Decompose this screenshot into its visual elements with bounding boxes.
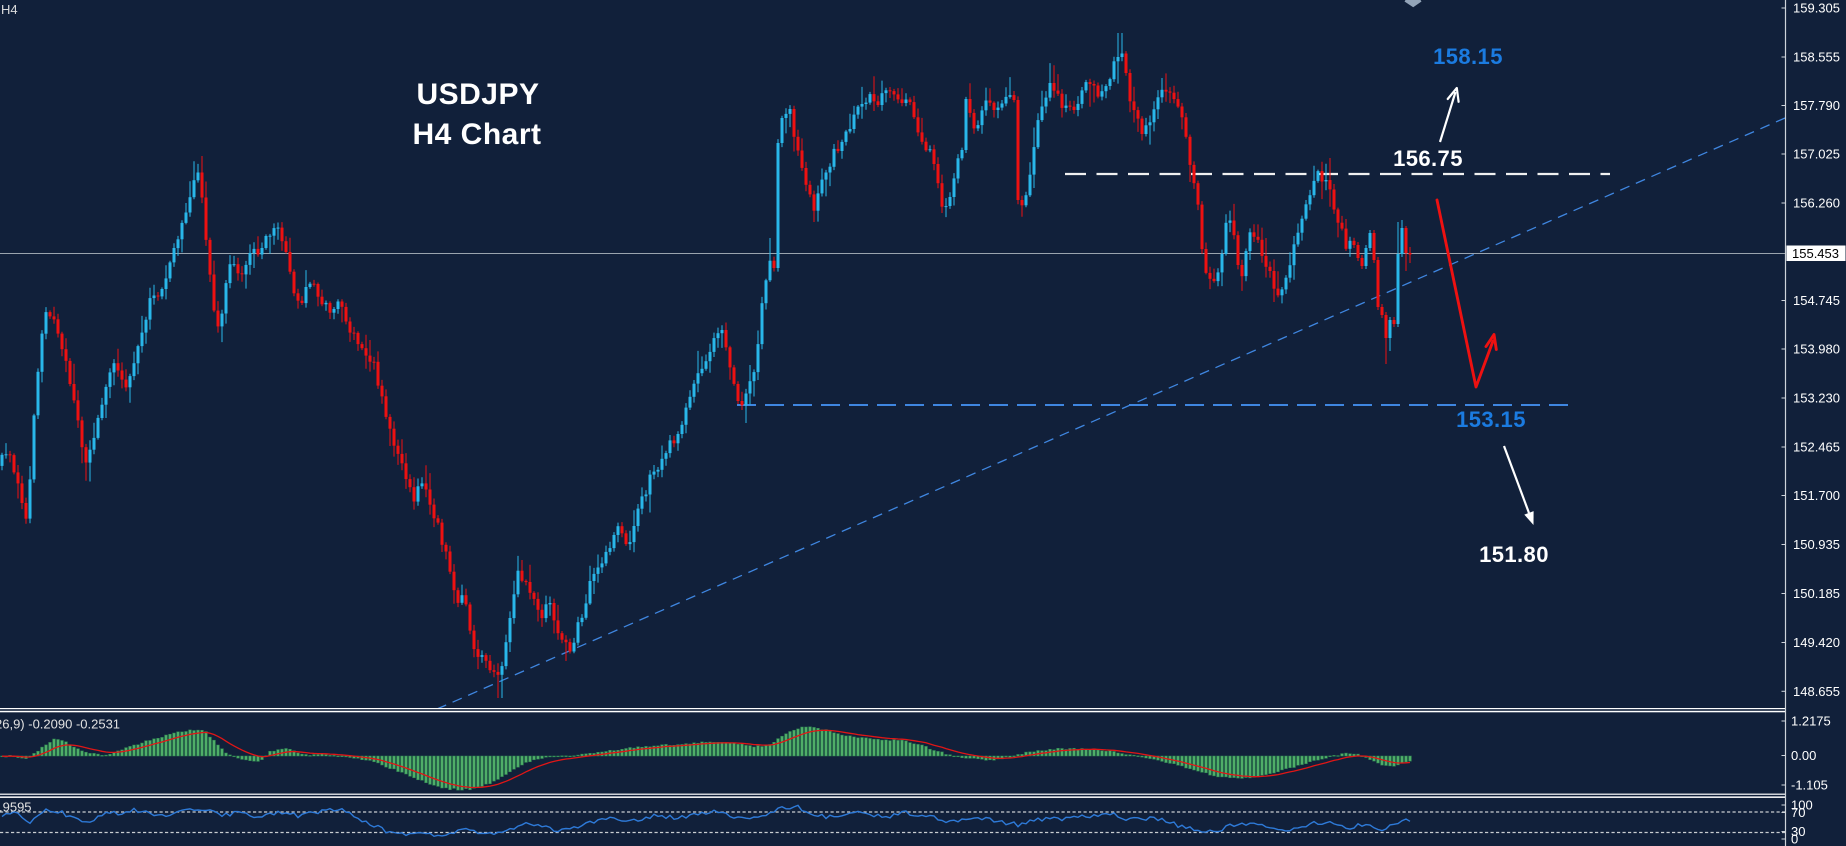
- svg-text:158.15: 158.15: [1433, 44, 1503, 69]
- svg-text:30: 30: [1791, 824, 1805, 839]
- svg-text:153.980: 153.980: [1793, 342, 1840, 357]
- svg-text:149.420: 149.420: [1793, 635, 1840, 650]
- svg-text:151.700: 151.700: [1793, 488, 1840, 503]
- svg-text:155.453: 155.453: [1792, 246, 1839, 261]
- svg-text:150.935: 150.935: [1793, 537, 1840, 552]
- svg-text:153.230: 153.230: [1793, 391, 1840, 406]
- svg-text:100: 100: [1791, 798, 1813, 813]
- svg-text:.9595: .9595: [0, 800, 32, 815]
- svg-text:26,9) -0.2090 -0.2531: 26,9) -0.2090 -0.2531: [0, 717, 120, 732]
- svg-text:148.655: 148.655: [1793, 684, 1840, 699]
- svg-text:152.465: 152.465: [1793, 440, 1840, 455]
- svg-text:150.185: 150.185: [1793, 586, 1840, 601]
- svg-text:156.260: 156.260: [1793, 196, 1840, 211]
- svg-text:153.15: 153.15: [1456, 407, 1526, 432]
- svg-text:157.790: 157.790: [1793, 98, 1840, 113]
- svg-text:159.305: 159.305: [1793, 1, 1840, 16]
- svg-text:157.025: 157.025: [1793, 147, 1840, 162]
- svg-text:0.00: 0.00: [1791, 748, 1816, 763]
- svg-text:151.80: 151.80: [1479, 542, 1549, 567]
- svg-text:H4 Chart: H4 Chart: [412, 118, 541, 151]
- svg-text:-1.105: -1.105: [1791, 778, 1828, 793]
- svg-text:154.745: 154.745: [1793, 293, 1840, 308]
- svg-text:0: 0: [1791, 832, 1798, 846]
- svg-text:USDJPY: USDJPY: [416, 78, 539, 111]
- svg-text:70: 70: [1791, 805, 1805, 820]
- svg-text:H4: H4: [1, 2, 18, 17]
- svg-text:158.555: 158.555: [1793, 50, 1840, 65]
- svg-text:156.75: 156.75: [1393, 146, 1463, 171]
- svg-text:1.2175: 1.2175: [1791, 714, 1831, 729]
